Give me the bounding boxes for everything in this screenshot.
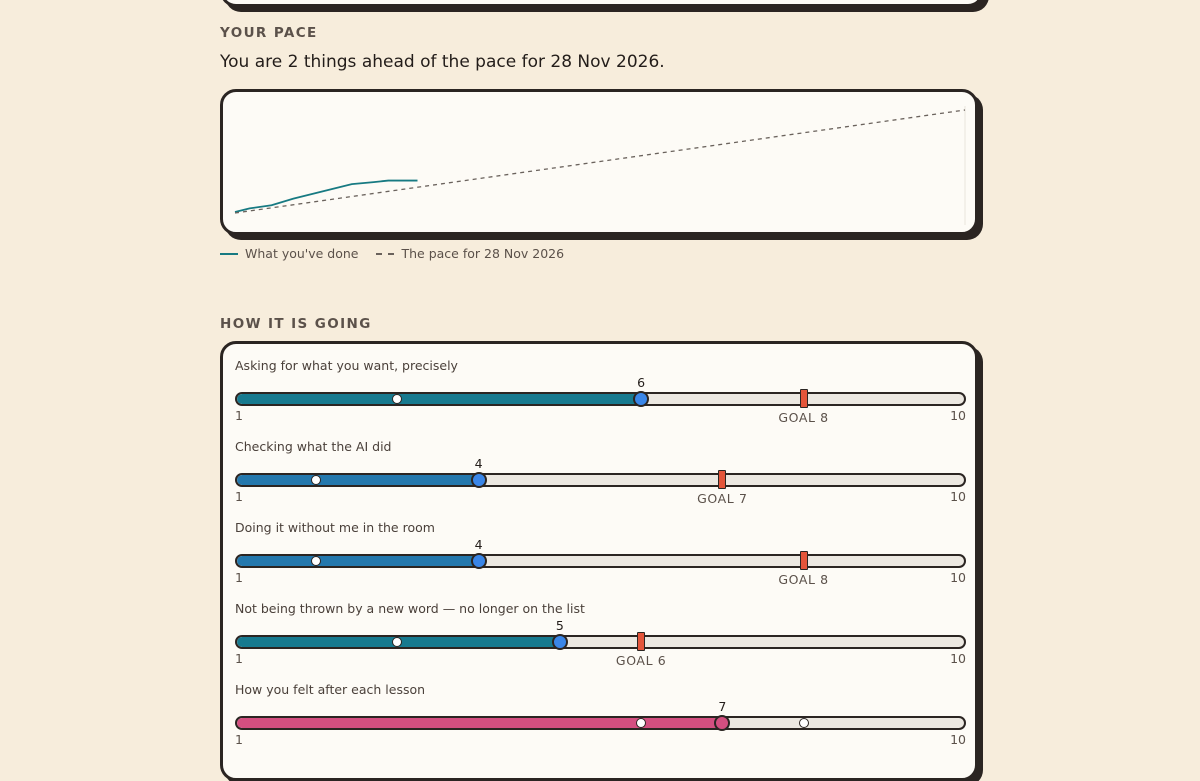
pace-status-prefix: You are bbox=[220, 52, 288, 72]
skill-fill bbox=[237, 718, 725, 728]
skill-row: Doing it without me in the room GOAL 8 4 1 1… bbox=[235, 520, 966, 601]
legend-done-label: What you've done bbox=[245, 246, 359, 261]
skill-slider-track[interactable] bbox=[235, 716, 966, 730]
secondary-score-marker bbox=[798, 718, 809, 728]
pace-status: You are 2 things ahead of the pace for 2… bbox=[220, 52, 665, 72]
done-series-line bbox=[234, 179, 418, 213]
previous-score-marker bbox=[311, 475, 322, 485]
skill-slider-track[interactable] bbox=[235, 635, 966, 649]
current-score-knob[interactable] bbox=[633, 391, 650, 407]
skill-fill bbox=[237, 556, 481, 566]
previous-score-marker bbox=[311, 556, 322, 566]
skill-label: Checking what the AI did bbox=[235, 439, 392, 454]
current-score-knob[interactable] bbox=[551, 634, 568, 650]
goal-label: GOAL 6 bbox=[615, 653, 667, 668]
skill-row: Asking for what you want, precisely GOAL … bbox=[235, 358, 966, 439]
goal-marker bbox=[637, 632, 646, 651]
goal-label: GOAL 7 bbox=[697, 491, 748, 506]
skills-card: Asking for what you want, precisely GOAL … bbox=[220, 341, 978, 781]
pace-section-title: YOUR PACE bbox=[220, 25, 318, 41]
skill-label: Asking for what you want, precisely bbox=[235, 358, 458, 373]
skill-label: How you felt after each lesson bbox=[235, 682, 426, 697]
previous-score-marker bbox=[392, 394, 403, 404]
current-score-value: 4 bbox=[474, 537, 483, 552]
pace-status-suffix: of the pace for 28 Nov 2026. bbox=[414, 52, 665, 72]
pace-chart-card bbox=[220, 89, 978, 235]
chart-legend: What you've done The pace for 28 Nov 202… bbox=[220, 246, 582, 261]
skill-fill bbox=[237, 394, 644, 404]
scale-min-label: 1 bbox=[235, 570, 243, 585]
goal-marker bbox=[799, 389, 808, 408]
scale-min-label: 1 bbox=[235, 489, 243, 504]
current-score-knob[interactable] bbox=[470, 472, 487, 488]
previous-score-marker bbox=[392, 637, 403, 647]
scale-min-label: 1 bbox=[235, 732, 243, 747]
previous-card bbox=[220, 0, 984, 7]
current-score-value: 4 bbox=[474, 456, 483, 471]
skill-row: Checking what the AI did GOAL 7 4 1 10 bbox=[235, 439, 966, 520]
goal-marker bbox=[799, 551, 808, 570]
legend-pace: The pace for 28 Nov 2026 bbox=[376, 246, 564, 261]
scale-min-label: 1 bbox=[235, 651, 243, 666]
scale-max-label: 10 bbox=[950, 732, 966, 747]
skill-label: Doing it without me in the room bbox=[235, 520, 435, 535]
legend-done-swatch bbox=[220, 252, 238, 255]
current-score-knob[interactable] bbox=[470, 553, 487, 569]
going-section-title: HOW IT IS GOING bbox=[220, 316, 372, 332]
current-score-value: 6 bbox=[637, 375, 646, 390]
goal-label: GOAL 8 bbox=[778, 572, 829, 587]
pace-chart bbox=[234, 106, 966, 225]
legend-pace-swatch bbox=[376, 252, 395, 255]
scale-max-label: 10 bbox=[950, 651, 966, 666]
current-score-value: 7 bbox=[718, 699, 727, 714]
scale-max-label: 10 bbox=[950, 489, 966, 504]
skill-slider-track[interactable] bbox=[235, 392, 966, 406]
skill-row: Not being thrown by a new word — no long… bbox=[235, 601, 966, 682]
legend-pace-label: The pace for 28 Nov 2026 bbox=[401, 246, 565, 261]
current-score-value: 5 bbox=[555, 618, 564, 633]
pace-status-ahead: 2 things ahead bbox=[287, 52, 415, 72]
scale-min-label: 1 bbox=[235, 408, 243, 423]
goal-marker bbox=[718, 470, 727, 489]
skill-label: Not being thrown by a new word — no long… bbox=[235, 601, 585, 616]
goal-label: GOAL 8 bbox=[778, 410, 829, 425]
pace-series-line bbox=[234, 109, 966, 214]
skill-slider-track[interactable] bbox=[235, 473, 966, 487]
current-score-knob[interactable] bbox=[714, 715, 731, 731]
skill-slider-track[interactable] bbox=[235, 554, 966, 568]
legend-done: What you've done bbox=[220, 246, 358, 261]
scale-max-label: 10 bbox=[950, 570, 966, 585]
scale-max-label: 10 bbox=[950, 408, 966, 423]
previous-score-marker bbox=[636, 718, 647, 728]
skill-fill bbox=[237, 475, 481, 485]
skill-row: How you felt after each lesson 7 1 10 bbox=[235, 682, 966, 763]
